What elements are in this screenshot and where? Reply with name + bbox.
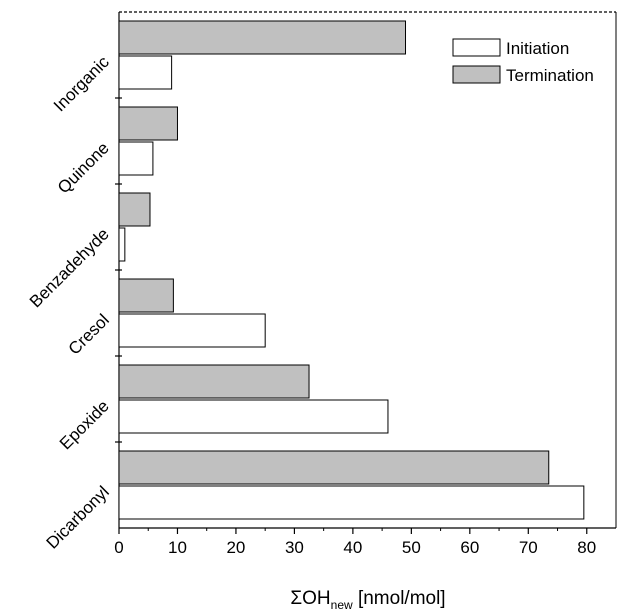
y-tick-label-benzadehyde: Benzadehyde <box>26 224 113 311</box>
bar-termination-cresol <box>118 278 174 313</box>
legend-swatch-termination <box>452 65 501 84</box>
legend-label-termination: Termination <box>506 66 594 85</box>
bar-initiation-benzadehyde <box>118 227 126 262</box>
bar-initiation-epoxide <box>118 399 389 434</box>
y-tick-label-epoxide: Epoxide <box>56 396 113 453</box>
bar-termination-quinone <box>118 106 178 141</box>
y-tick-label-dicarbonyl: Dicarbonyl <box>43 482 113 552</box>
bar-initiation-dicarbonyl <box>118 485 585 520</box>
legend-label-initiation: Initiation <box>506 39 569 58</box>
x-axis-title-main: ΣOH <box>290 588 330 609</box>
x-tick-label: 0 <box>114 538 123 557</box>
bar-initiation-cresol <box>118 313 266 348</box>
x-tick-label: 50 <box>402 538 421 557</box>
x-tick-label: 80 <box>577 538 596 557</box>
x-axis-title-subscript: new <box>331 598 353 612</box>
legend-swatch-initiation <box>452 38 501 57</box>
bars-group <box>118 20 585 520</box>
bar-termination-inorganic <box>118 20 407 55</box>
bar-initiation-inorganic <box>118 55 173 90</box>
y-tick-label-inorganic: Inorganic <box>50 52 113 115</box>
x-tick-label: 10 <box>168 538 187 557</box>
bar-termination-dicarbonyl <box>118 450 550 485</box>
x-axis-title-unit: [nmol/mol] <box>353 588 446 609</box>
x-tick-label: 60 <box>460 538 479 557</box>
bar-termination-benzadehyde <box>118 192 151 227</box>
y-tick-label-quinone: Quinone <box>54 138 113 197</box>
x-tick-label: 30 <box>285 538 304 557</box>
bar-initiation-quinone <box>118 141 154 176</box>
x-axis-title: ΣOHnew [nmol/mol] <box>290 588 445 612</box>
x-tick-label: 70 <box>519 538 538 557</box>
x-tick-label: 40 <box>343 538 362 557</box>
y-tick-label-cresol: Cresol <box>65 310 113 358</box>
legend: Initiation Termination <box>452 38 594 85</box>
bar-termination-epoxide <box>118 364 310 399</box>
x-tick-label: 20 <box>226 538 245 557</box>
x-ticks-group: 0 10 20 30 40 50 60 70 80 <box>114 528 596 557</box>
